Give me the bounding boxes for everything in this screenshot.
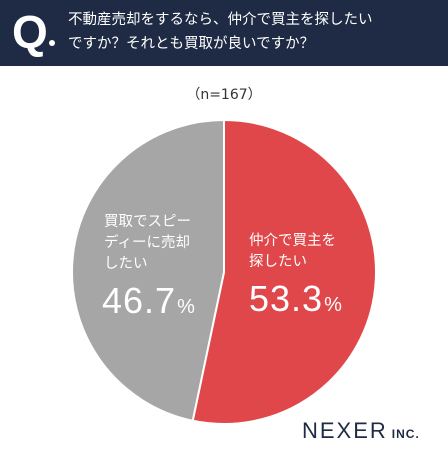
slice-value-kaitori-unit: % xyxy=(177,296,196,318)
pie-slice-chukai xyxy=(191,118,377,425)
q-dot xyxy=(49,40,55,46)
slice-label-kaitori-line-1: 買取でスピー xyxy=(104,214,191,230)
slice-value-kaitori: 46.7% xyxy=(102,280,196,322)
slice-label-kaitori-line-3: したい xyxy=(104,256,148,272)
slice-label-kaitori-line-2: ディーに売却 xyxy=(104,235,190,251)
pie-slice-kaitori xyxy=(71,118,225,422)
slice-label-chukai-line-2: 探したい xyxy=(249,254,307,270)
question-line-1: 不動産売却をするなら、仲介で買主を探したい xyxy=(68,12,373,28)
slice-label-chukai: 仲介で買主を 探したい xyxy=(249,231,336,273)
question-header: Q 不動産売却をするなら、仲介で買主を探したい ですか？それとも買取が良いですか… xyxy=(0,0,448,66)
slice-value-chukai-number: 53.3 xyxy=(249,278,324,319)
slice-label-chukai-line-1: 仲介で買主を xyxy=(249,233,336,249)
slice-value-kaitori-number: 46.7 xyxy=(102,280,177,321)
q-mark: Q xyxy=(12,6,48,58)
slice-label-kaitori: 買取でスピー ディーに売却 したい xyxy=(104,212,191,275)
slice-value-chukai-unit: % xyxy=(324,294,343,316)
logo-sub: INC. xyxy=(391,427,420,441)
question-text: 不動産売却をするなら、仲介で買主を探したい ですか？それとも買取が良いですか？ xyxy=(68,8,442,56)
logo-main: NEXER xyxy=(302,418,388,443)
question-line-2: ですか？それとも買取が良いですか？ xyxy=(68,36,315,52)
sample-size-label: （n=167） xyxy=(186,87,262,103)
nexer-logo: NEXER INC. xyxy=(302,418,420,444)
slice-value-chukai: 53.3% xyxy=(249,278,343,320)
